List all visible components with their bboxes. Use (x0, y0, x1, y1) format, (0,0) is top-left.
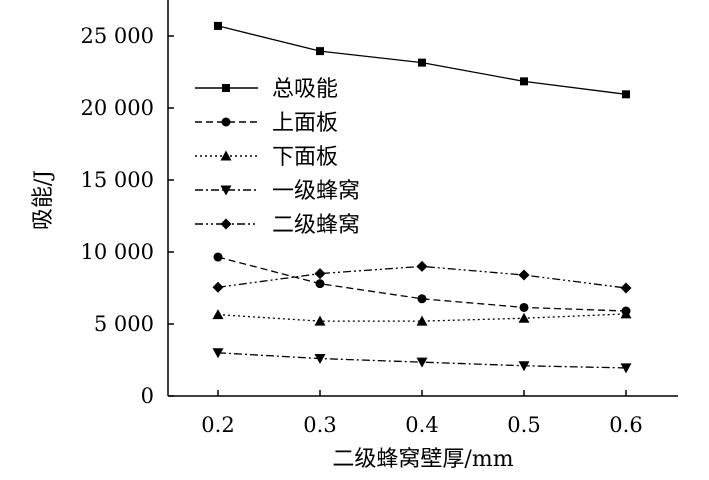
legend-marker (222, 84, 230, 92)
legend-label: 总吸能 (272, 77, 338, 102)
y-tick-label: 5 000 (94, 312, 154, 336)
y-ticks: 0 5 000 10 000 15 000 20 000 25 000 (81, 24, 174, 408)
x-tick-label: 0.3 (303, 413, 336, 437)
data-point (212, 309, 224, 320)
data-point (316, 47, 324, 56)
data-point (518, 269, 530, 281)
data-point (518, 361, 530, 372)
data-point (314, 354, 326, 365)
data-point (315, 279, 325, 289)
data-point (314, 268, 326, 280)
y-tick-label: 0 (141, 384, 154, 408)
legend-item-3: 下面板 (195, 145, 338, 170)
series-5 (212, 260, 632, 294)
data-point (212, 281, 224, 293)
x-tick-label: 0.4 (405, 413, 438, 437)
axes (167, 0, 678, 397)
legend-label: 二级蜂窝 (272, 213, 360, 238)
legend-item-2: 上面板 (195, 111, 338, 136)
data-point (518, 312, 530, 323)
legend-label: 一级蜂窝 (272, 179, 360, 204)
data-point (416, 260, 428, 272)
series-line (217, 256, 627, 312)
data-point (620, 308, 632, 319)
y-tick-label: 15 000 (81, 168, 154, 192)
series-line (217, 313, 627, 322)
data-point (418, 58, 426, 67)
legend-marker (220, 218, 232, 230)
legend-item-1: 总吸能 (195, 77, 338, 102)
series-3 (212, 308, 632, 326)
data-point (416, 357, 428, 368)
legend-marker (220, 150, 232, 161)
legend-marker (221, 117, 231, 127)
legend-item-5: 二级蜂窝 (195, 213, 360, 238)
y-tick-label: 20 000 (81, 96, 154, 120)
data-point (622, 90, 630, 99)
data-point (417, 294, 427, 304)
x-tick-label: 0.5 (507, 413, 540, 437)
data-point (212, 348, 224, 359)
legend-item-4: 一级蜂窝 (195, 179, 360, 204)
data-point (620, 363, 632, 374)
data-point (620, 282, 632, 294)
legend-label: 下面板 (272, 145, 338, 170)
series-layer (212, 21, 632, 374)
series-4 (212, 348, 632, 374)
data-point (314, 315, 326, 326)
x-axis-title: 二级蜂窝壁厚/mm (332, 447, 513, 472)
data-point (214, 21, 222, 30)
x-ticks: 0.2 0.3 0.4 0.5 0.6 (201, 390, 643, 437)
data-point (416, 315, 428, 326)
data-point (519, 302, 529, 312)
legend-marker (220, 185, 232, 196)
x-tick-label: 0.2 (201, 413, 234, 437)
y-tick-label: 10 000 (81, 240, 154, 264)
y-tick-label: 25 000 (81, 24, 154, 48)
data-point (213, 252, 223, 262)
y-axis-title: 吸能/J (31, 170, 56, 230)
x-tick-label: 0.6 (609, 413, 642, 437)
legend-label: 上面板 (272, 111, 338, 136)
data-point (520, 77, 528, 86)
series-1 (214, 21, 630, 99)
